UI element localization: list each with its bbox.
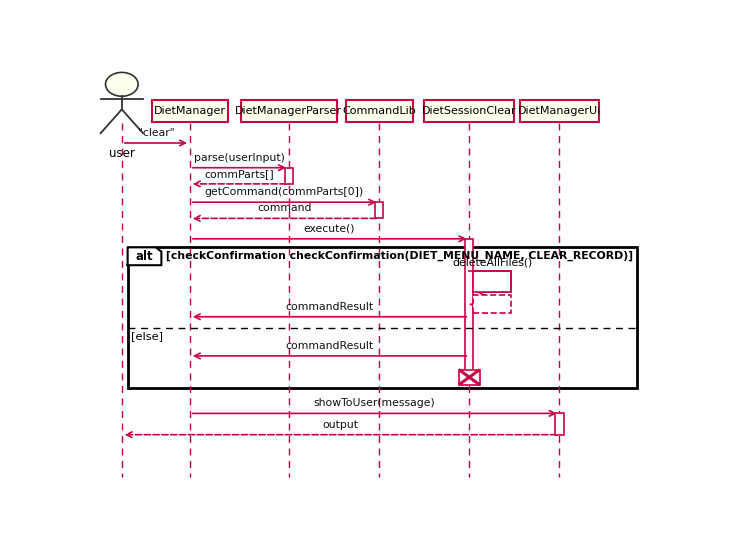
Bar	[556, 414, 563, 435]
Text: CommandLib: CommandLib	[342, 106, 416, 116]
Text: command: command	[258, 204, 312, 213]
Bar	[520, 100, 599, 122]
Bar	[465, 239, 473, 377]
Circle shape	[105, 72, 138, 96]
Text: getCommand(commParts[0]): getCommand(commParts[0])	[205, 187, 364, 197]
Text: commandResult: commandResult	[285, 341, 374, 351]
Text: "clear": "clear"	[137, 128, 174, 138]
Text: user: user	[109, 147, 134, 160]
Polygon shape	[128, 247, 161, 265]
Text: DietManagerParser: DietManagerParser	[235, 106, 342, 116]
Bar	[128, 247, 637, 388]
Text: output: output	[323, 420, 359, 430]
Text: execute(): execute()	[304, 224, 355, 234]
Text: parse(userInput): parse(userInput)	[194, 153, 285, 163]
Text: DietManagerUi: DietManagerUi	[518, 106, 601, 116]
Bar	[375, 202, 383, 218]
Bar	[459, 370, 480, 385]
Text: alt: alt	[136, 250, 153, 263]
Text: [checkConfirmation checkConfirmation(DIET_MENU_NAME, CLEAR_RECORD)]: [checkConfirmation checkConfirmation(DIE…	[166, 251, 633, 262]
Text: deleteAllFiles(): deleteAllFiles()	[452, 257, 532, 267]
Bar	[152, 100, 228, 122]
Bar	[473, 295, 511, 314]
Text: [else]: [else]	[131, 331, 163, 341]
Bar	[424, 100, 514, 122]
Text: commParts[]: commParts[]	[204, 169, 274, 179]
Bar	[285, 168, 293, 184]
Bar	[345, 100, 412, 122]
Bar	[241, 100, 337, 122]
Bar	[473, 271, 511, 292]
Text: DietSessionClear: DietSessionClear	[422, 106, 517, 116]
Text: DietManager: DietManager	[154, 106, 226, 116]
Text: commandResult: commandResult	[285, 301, 374, 312]
Text: showToUser(message): showToUser(message)	[314, 398, 436, 408]
